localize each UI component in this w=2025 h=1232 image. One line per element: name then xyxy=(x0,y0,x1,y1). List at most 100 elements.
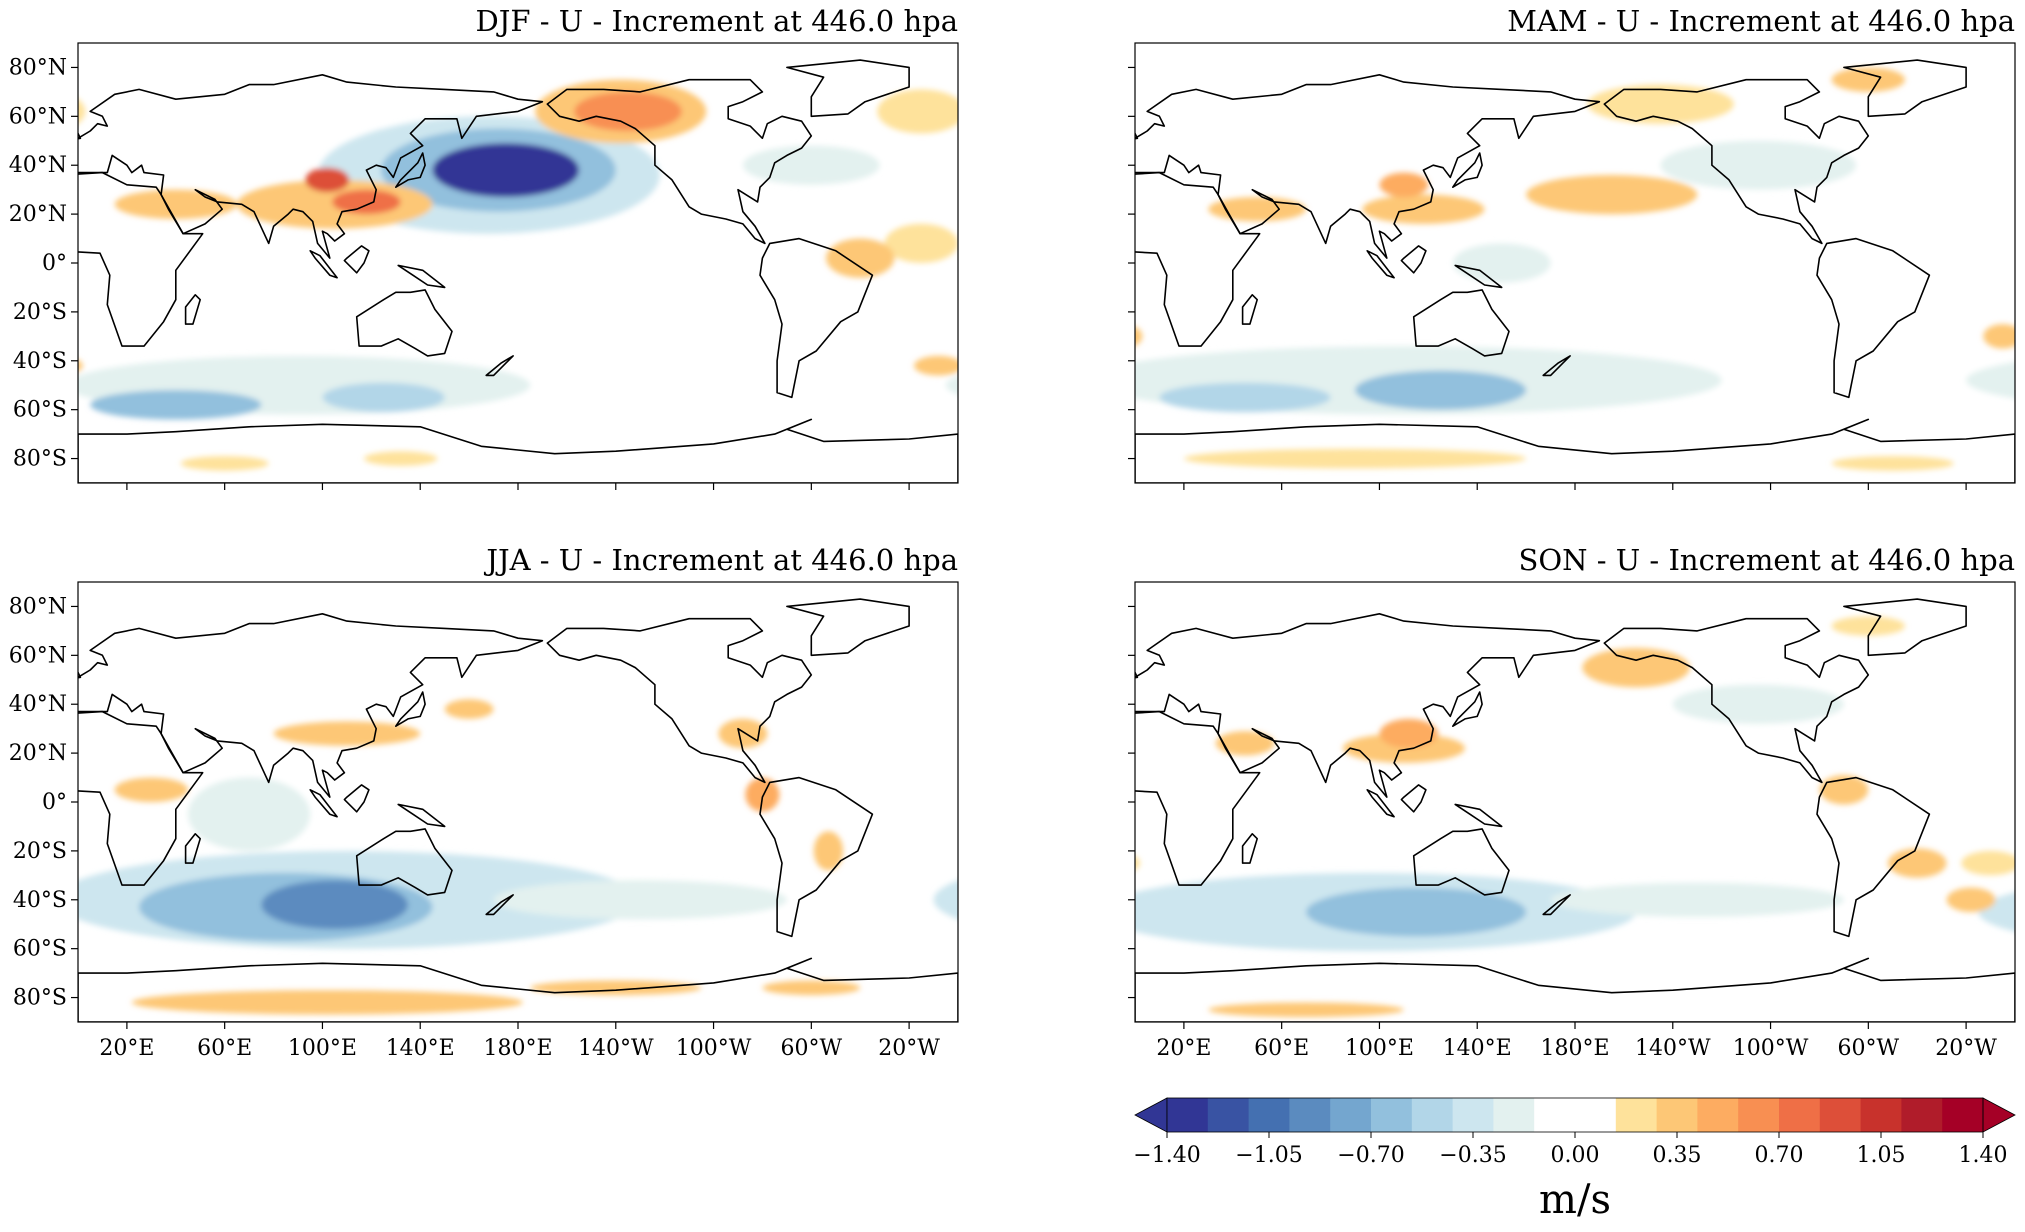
colorbar-ticks: −1.40 −1.05 −0.70 −0.35 0.00 0.35 0.70 1.05 1.40 xyxy=(1133,1132,2007,1168)
coastline-borneo xyxy=(343,784,370,813)
axis-ticks: 80°N 60°N 40°N 20°N 0° 20°S 40°S 60°S 80°S xyxy=(9,55,910,490)
coastline-antarctica xyxy=(1135,418,2015,483)
map-area xyxy=(78,582,958,1022)
coastline-newzealand xyxy=(485,355,514,377)
panel-djf: DJF - U - Increment at 446.0 hpa 80°N 60°… xyxy=(9,4,959,490)
coastline-antarctica xyxy=(1135,957,2015,1022)
anomaly-blob xyxy=(1672,684,1844,724)
x-tick-label: 60°E xyxy=(197,1036,252,1061)
anomaly-blob xyxy=(945,375,958,395)
coastline-sumatra xyxy=(309,789,338,818)
colorbar-extend-max xyxy=(1982,1097,2016,1133)
anomaly-blob xyxy=(1183,448,1527,469)
x-tick-label: 20°W xyxy=(878,1036,940,1061)
anomaly-blob xyxy=(131,990,523,1015)
anomaly-field xyxy=(78,699,958,1015)
anomaly-blob xyxy=(180,456,269,471)
coastline-newguinea xyxy=(397,264,446,289)
x-tick-label: 20°W xyxy=(1935,1036,1997,1061)
anomaly-blob xyxy=(322,382,445,413)
colorbar-block xyxy=(1452,1098,1494,1132)
anomaly-blob xyxy=(1306,887,1527,937)
anomaly-blob xyxy=(1135,856,1140,870)
coastline-eurasia xyxy=(1135,74,1601,259)
map-background xyxy=(1135,582,2015,1022)
coastline-newguinea xyxy=(1454,803,1503,828)
anomaly-blob xyxy=(877,89,958,134)
coastline-japan xyxy=(395,691,426,727)
coastline-antarctica xyxy=(78,418,958,483)
coastline-sumatra xyxy=(309,250,338,279)
coastline-borneo xyxy=(1400,245,1427,274)
colorbar-block xyxy=(1901,1098,1943,1132)
coastlines xyxy=(1135,598,2015,1022)
anomaly-blob xyxy=(1983,324,2015,349)
anomaly-blob xyxy=(188,777,311,851)
colorbar-blocks xyxy=(1134,1097,2016,1133)
coastline-eurasia xyxy=(78,613,544,798)
map-djf: 80°N 60°N 40°N 20°N 0° 20°S 40°S 60°S 80°S xyxy=(9,42,959,490)
anomaly-blob xyxy=(1966,362,2015,399)
colorbar-tick-label: −1.05 xyxy=(1235,1143,1302,1168)
anomaly-blob xyxy=(1582,648,1690,688)
anomaly-blob xyxy=(1159,382,1331,413)
anomaly-blob xyxy=(1660,140,1857,190)
y-tick-label: 40°S xyxy=(13,349,67,374)
panel-mam: MAM - U - Increment at 446.0 hpa xyxy=(1128,4,2016,490)
colorbar-block xyxy=(1207,1098,1250,1132)
coastline-borneo xyxy=(343,245,370,274)
axis-ticks: 20°E 60°E 100°E 140°E 180°E 140°W 100°W 60°W 20°… xyxy=(1128,605,1997,1061)
x-tick-label: 100°W xyxy=(1733,1036,1809,1061)
colorbar-tick-label: 0.70 xyxy=(1755,1143,1804,1168)
y-tick-label: 40°S xyxy=(13,888,67,913)
y-tick-label: 60°S xyxy=(13,398,67,423)
colorbar-tick-label: −0.35 xyxy=(1439,1143,1506,1168)
anomaly-blob xyxy=(1526,175,1698,215)
coastlines xyxy=(78,598,958,1022)
colorbar-block xyxy=(1493,1098,1535,1132)
panel-jja: JJA - U - Increment at 446.0 hpa 80°N 60°… xyxy=(9,543,959,1061)
colorbar-block xyxy=(1411,1098,1454,1132)
axis-ticks xyxy=(1128,66,1967,490)
x-tick-label: 100°W xyxy=(676,1036,752,1061)
colorbar-block xyxy=(1779,1098,1821,1132)
coastline-japan xyxy=(1452,691,1483,727)
anomaly-blob xyxy=(1587,84,1734,124)
panel-son: SON - U - Increment at 446.0 hpa 20°E 60°… xyxy=(1128,543,2016,1061)
anomaly-blob xyxy=(1887,848,1947,878)
coastline-sumatra xyxy=(1366,789,1395,818)
coastline-newzealand xyxy=(1542,355,1571,377)
anomaly-blob xyxy=(574,91,682,131)
coastline-greenland xyxy=(786,598,910,657)
map-son: 20°E 60°E 100°E 140°E 180°E 140°W 100°W 60°W 20°… xyxy=(1128,581,2016,1061)
anomaly-blob xyxy=(762,980,861,996)
y-tick-label: 60°N xyxy=(9,643,67,668)
coastline-northamerica xyxy=(1603,617,1870,784)
coastline-borneo xyxy=(1400,784,1427,813)
anomaly-blob xyxy=(1135,326,1143,346)
coastline-sumatra xyxy=(1366,250,1395,279)
coastline-newguinea xyxy=(1454,264,1503,289)
coastline-greenland xyxy=(1843,598,1967,657)
anomaly-blob xyxy=(261,880,408,930)
anomaly-blob xyxy=(114,777,188,802)
y-tick-label: 20°S xyxy=(13,839,67,864)
panel-title-djf: DJF - U - Increment at 446.0 hpa xyxy=(476,4,958,38)
anomaly-blob xyxy=(1362,194,1485,224)
anomaly-blob xyxy=(1379,718,1439,749)
coastline-antarctica xyxy=(78,957,958,1022)
anomaly-field xyxy=(1135,616,2015,1018)
y-tick-label: 20°N xyxy=(9,741,67,766)
x-tick-label: 140°W xyxy=(578,1036,654,1061)
y-tick-label: 80°S xyxy=(13,986,67,1011)
coastline-eurasia xyxy=(78,74,544,259)
colorbar-block xyxy=(1615,1098,1658,1132)
anomaly-blob xyxy=(332,189,401,215)
axis-ticks: 80°N 60°N 40°N 20°N 0° 20°S 40°S 60°S 80°S 20°E 60… xyxy=(9,594,941,1061)
x-tick-label: 180°E xyxy=(483,1036,552,1061)
x-tick-label: 20°E xyxy=(1156,1036,1211,1061)
anomaly-blob xyxy=(884,223,958,263)
coastlines xyxy=(1135,59,2015,483)
y-tick-label: 0° xyxy=(42,251,67,276)
